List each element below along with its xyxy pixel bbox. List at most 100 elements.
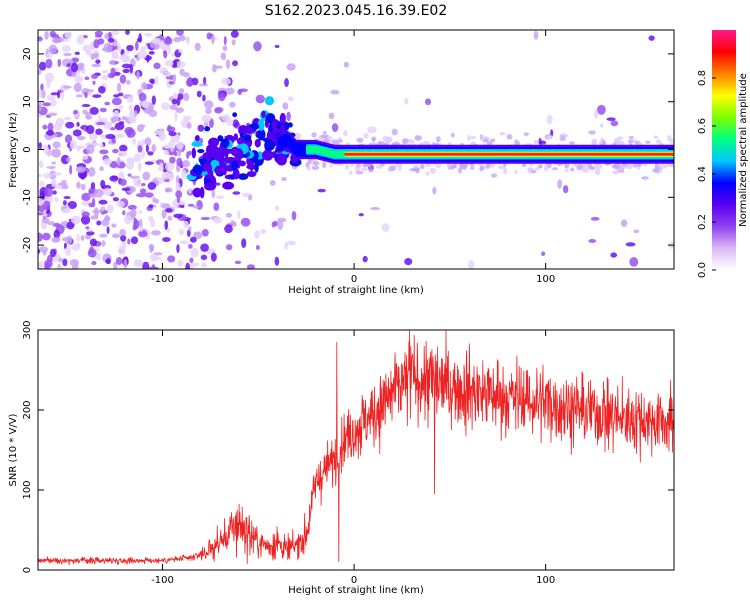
noise-blob: [112, 197, 119, 202]
noise-blob: [194, 42, 201, 51]
x-tick-label: -100: [151, 575, 174, 586]
noise-blob: [150, 230, 161, 236]
noise-blob: [160, 102, 171, 111]
noise-blob: [82, 34, 88, 39]
noise-blob: [186, 79, 194, 87]
noise-blob: [76, 34, 85, 45]
noise-blob: [282, 102, 289, 110]
noise-blob: [152, 159, 157, 163]
halo-blob: [413, 164, 419, 169]
noise-blob: [47, 122, 54, 133]
noise-blob: [238, 88, 248, 93]
signal-blob: [287, 122, 293, 128]
noise-blob: [213, 202, 220, 211]
signal-blob: [243, 134, 252, 142]
halo-blob: [320, 134, 328, 139]
noise-blob: [87, 167, 96, 177]
noise-blob: [52, 238, 59, 243]
noise-blob: [49, 30, 56, 37]
noise-blob: [117, 156, 121, 167]
noise-blob: [223, 35, 227, 46]
noise-blob: [46, 165, 57, 170]
noise-blob: [328, 112, 335, 120]
halo-blob: [594, 162, 603, 170]
halo-blob: [371, 137, 376, 143]
noise-blob: [93, 52, 99, 59]
noise-blob: [91, 63, 101, 68]
signal-blob: [233, 133, 239, 141]
halo-blob: [506, 133, 513, 140]
noise-blob: [73, 110, 78, 115]
noise-blob: [232, 191, 241, 195]
noise-blob: [53, 229, 61, 240]
noise-blob: [57, 182, 68, 186]
noise-blob: [101, 240, 106, 247]
noise-blob: [50, 99, 57, 107]
halo-blob: [543, 164, 548, 172]
y-tick-label: 10: [22, 95, 33, 108]
signal-blob: [256, 132, 266, 139]
noise-blob: [92, 142, 100, 147]
noise-blob: [176, 157, 183, 167]
noise-blob: [620, 219, 628, 228]
noise-blob: [42, 102, 52, 107]
noise-blob: [177, 259, 184, 267]
halo-blob: [398, 165, 402, 172]
signal-blob: [208, 137, 220, 148]
noise-blob: [80, 234, 85, 242]
noise-blob: [114, 122, 125, 131]
noise-blob: [206, 32, 213, 40]
noise-blob: [49, 248, 57, 258]
noise-blob: [41, 217, 50, 224]
x-tick-label: 0: [351, 274, 357, 285]
signal-blob: [238, 125, 249, 136]
noise-blob: [330, 90, 340, 95]
noise-blob: [590, 216, 600, 221]
halo-blob: [611, 164, 619, 169]
noise-blob: [38, 173, 42, 178]
noise-blob: [203, 76, 207, 85]
noise-blob: [87, 228, 93, 232]
halo-blob: [354, 165, 361, 172]
noise-blob: [242, 192, 250, 198]
noise-blob: [176, 244, 180, 254]
noise-blob: [75, 145, 86, 149]
y-tick-label: 0: [22, 146, 33, 152]
halo-blob: [594, 168, 601, 176]
signal-blob: [204, 126, 211, 132]
colorbar-tick-label: 0.6: [697, 118, 708, 134]
noise-blob: [241, 238, 247, 249]
noise-blob: [151, 143, 156, 153]
noise-blob: [168, 140, 175, 147]
noise-blob: [181, 169, 187, 180]
noise-blob: [144, 161, 155, 165]
noise-blob: [432, 186, 437, 195]
noise-blob: [42, 212, 48, 217]
noise-blob: [610, 252, 618, 258]
noise-blob: [61, 184, 69, 190]
noise-blob: [38, 89, 43, 99]
noise-blob: [57, 58, 62, 67]
noise-blob: [100, 179, 106, 189]
halo-blob: [483, 138, 489, 143]
noise-blob: [424, 98, 432, 106]
signal-blob: [192, 187, 202, 198]
halo-blob: [332, 139, 340, 146]
halo-blob: [452, 163, 457, 169]
noise-blob: [80, 183, 86, 191]
spectrogram-y-axis-label: Frequency (Hz): [8, 112, 19, 188]
noise-blob: [163, 144, 171, 149]
noise-blob: [86, 91, 92, 96]
noise-blob: [121, 116, 127, 121]
noise-blob: [115, 257, 123, 266]
noise-blob: [232, 119, 240, 128]
noise-blob: [54, 196, 59, 203]
noise-blob: [170, 146, 174, 152]
noise-blob: [159, 67, 169, 76]
noise-blob: [93, 188, 104, 198]
noise-blob: [202, 94, 206, 102]
noise-blob: [74, 51, 80, 56]
noise-blob: [154, 198, 159, 204]
noise-blob: [121, 187, 131, 192]
